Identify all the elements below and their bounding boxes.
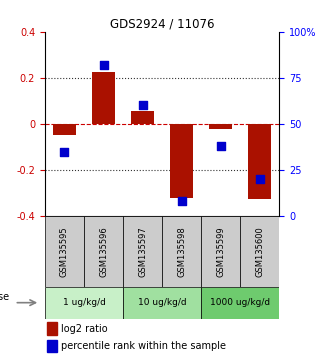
Text: GSM135600: GSM135600: [255, 226, 264, 277]
Bar: [123, 287, 201, 319]
Bar: [47, 340, 56, 352]
Text: GSM135596: GSM135596: [99, 226, 108, 277]
Point: [179, 198, 184, 204]
Point: [257, 176, 262, 182]
Point: [218, 143, 223, 149]
Text: 10 ug/kg/d: 10 ug/kg/d: [138, 298, 187, 307]
Bar: [45, 287, 123, 319]
Bar: [201, 287, 279, 319]
Text: dose: dose: [0, 292, 10, 302]
Point: [140, 103, 145, 108]
Text: 1 ug/kg/d: 1 ug/kg/d: [63, 298, 105, 307]
Text: percentile rank within the sample: percentile rank within the sample: [61, 341, 226, 351]
Bar: [45, 216, 84, 287]
Bar: [201, 216, 240, 287]
Bar: [123, 216, 162, 287]
Text: log2 ratio: log2 ratio: [61, 324, 108, 333]
Text: GSM135598: GSM135598: [177, 226, 186, 277]
Bar: [47, 322, 56, 335]
Bar: [131, 111, 154, 124]
Bar: [170, 124, 193, 198]
Title: GDS2924 / 11076: GDS2924 / 11076: [110, 18, 214, 31]
Text: GSM135599: GSM135599: [216, 226, 225, 277]
Point: [101, 62, 106, 68]
Bar: [162, 216, 201, 287]
Bar: [248, 124, 272, 199]
Text: GSM135595: GSM135595: [60, 226, 69, 277]
Text: GSM135597: GSM135597: [138, 226, 147, 277]
Bar: [240, 216, 279, 287]
Bar: [53, 124, 76, 135]
Bar: [209, 124, 232, 129]
Point: [62, 149, 67, 154]
Bar: [92, 72, 115, 124]
Text: 1000 ug/kg/d: 1000 ug/kg/d: [210, 298, 270, 307]
Bar: [84, 216, 123, 287]
